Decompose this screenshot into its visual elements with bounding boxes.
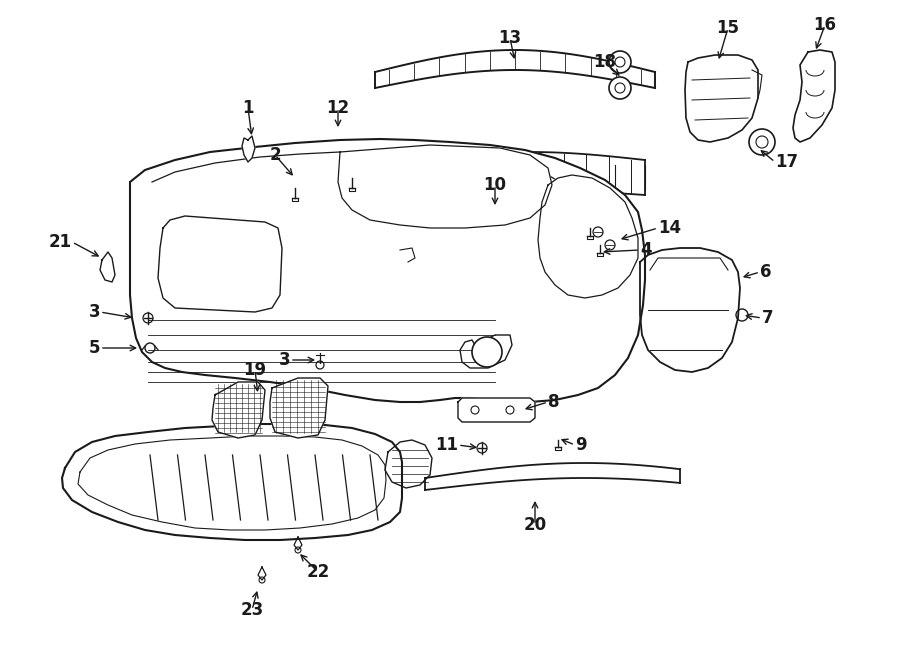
Polygon shape (458, 398, 535, 422)
Polygon shape (270, 378, 328, 438)
Polygon shape (640, 248, 740, 372)
Text: 13: 13 (499, 29, 522, 47)
Text: 17: 17 (775, 153, 798, 171)
Text: 1: 1 (242, 99, 254, 117)
Text: 6: 6 (760, 263, 771, 281)
Text: 7: 7 (762, 309, 774, 327)
Text: 23: 23 (240, 601, 264, 619)
Polygon shape (415, 152, 645, 195)
Polygon shape (538, 175, 638, 298)
Polygon shape (158, 216, 282, 312)
Polygon shape (385, 440, 432, 488)
Circle shape (472, 337, 502, 367)
Text: 3: 3 (88, 303, 100, 321)
Polygon shape (242, 136, 255, 162)
Polygon shape (62, 424, 402, 540)
Polygon shape (793, 50, 835, 142)
Polygon shape (425, 463, 680, 490)
Polygon shape (685, 55, 758, 142)
Polygon shape (100, 252, 115, 282)
Circle shape (756, 136, 768, 148)
Polygon shape (130, 139, 645, 402)
Text: 5: 5 (88, 339, 100, 357)
Text: 19: 19 (243, 361, 266, 379)
Circle shape (749, 129, 775, 155)
Text: 4: 4 (640, 241, 652, 259)
Text: 11: 11 (435, 436, 458, 454)
Polygon shape (375, 50, 655, 88)
Text: 15: 15 (716, 19, 740, 37)
Text: 12: 12 (327, 99, 349, 117)
Circle shape (615, 83, 625, 93)
Polygon shape (460, 335, 512, 368)
Text: 16: 16 (814, 16, 836, 34)
Circle shape (615, 57, 625, 67)
Text: 3: 3 (278, 351, 290, 369)
Circle shape (471, 406, 479, 414)
Polygon shape (212, 382, 265, 438)
Text: 14: 14 (658, 219, 681, 237)
Polygon shape (338, 145, 552, 228)
Text: 10: 10 (483, 176, 507, 194)
Circle shape (506, 406, 514, 414)
Text: 22: 22 (306, 563, 329, 581)
Text: 8: 8 (548, 393, 560, 411)
Text: 2: 2 (269, 146, 281, 164)
Text: 21: 21 (49, 233, 72, 251)
Circle shape (609, 51, 631, 73)
Text: 9: 9 (575, 436, 587, 454)
Circle shape (609, 77, 631, 99)
Text: 18: 18 (593, 53, 616, 71)
Text: 20: 20 (524, 516, 546, 534)
